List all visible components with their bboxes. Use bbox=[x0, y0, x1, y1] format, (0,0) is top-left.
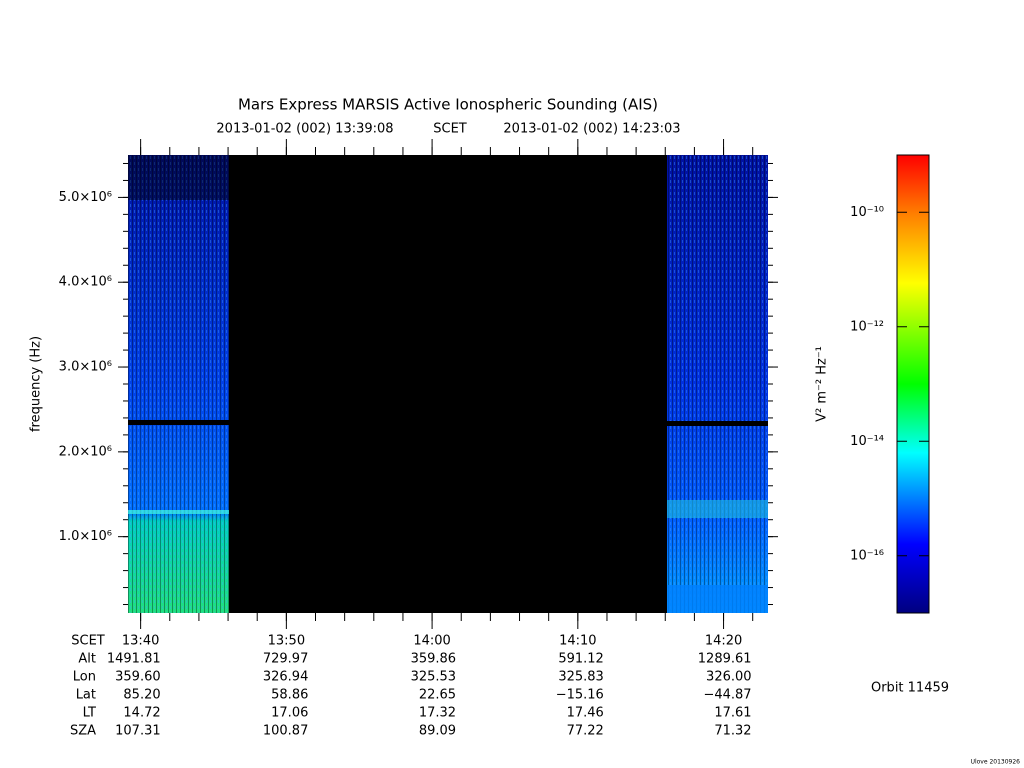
ephemeris-label: Alt bbox=[78, 652, 96, 667]
ephemeris-value: 1491.81 bbox=[107, 652, 161, 667]
ephemeris-value: 107.31 bbox=[115, 724, 161, 739]
y-tick-label: 1.0×10⁶ bbox=[59, 529, 112, 544]
ephemeris-value: 71.32 bbox=[714, 724, 751, 739]
y-tick-label: 4.0×10⁶ bbox=[59, 275, 112, 290]
ephemeris-value: 359.86 bbox=[411, 652, 457, 667]
x-tick-label: 14:10 bbox=[559, 634, 596, 649]
ephemeris-value: 85.20 bbox=[123, 688, 160, 703]
ephemeris-value: 326.94 bbox=[263, 670, 309, 685]
y-tick-label: 3.0×10⁶ bbox=[59, 360, 112, 375]
orbit-label: Orbit 11459 bbox=[871, 681, 949, 696]
y-tick-label: 2.0×10⁶ bbox=[59, 444, 112, 459]
x-tick-label: 13:40 bbox=[122, 634, 159, 649]
ephemeris-value: 729.97 bbox=[263, 652, 309, 667]
ephemeris-value: 14.72 bbox=[123, 706, 160, 721]
ephemeris-label: SZA bbox=[70, 724, 96, 739]
ephemeris-value: 17.46 bbox=[567, 706, 604, 721]
ephemeris-value: 22.65 bbox=[419, 688, 456, 703]
colorbar-tick-label: 10⁻¹⁴ bbox=[850, 434, 884, 449]
ephemeris-value: 325.83 bbox=[558, 670, 604, 685]
ephemeris-value: 58.86 bbox=[271, 688, 308, 703]
ephemeris-value: 17.32 bbox=[419, 706, 456, 721]
ephemeris-label: Lat bbox=[76, 688, 96, 703]
ephemeris-label: LT bbox=[83, 706, 96, 721]
ephemeris-value: 17.06 bbox=[271, 706, 308, 721]
spectrum-band bbox=[667, 500, 768, 518]
ephemeris-label: SCET bbox=[71, 634, 105, 649]
ephemeris-value: 17.61 bbox=[714, 706, 751, 721]
spectrum-texture bbox=[128, 155, 229, 613]
colorbar-tick-label: 10⁻¹⁶ bbox=[850, 548, 884, 563]
colorbar-label: V² m⁻² Hz⁻¹ bbox=[815, 346, 830, 422]
start-time: 2013-01-02 (002) 13:39:08 bbox=[216, 122, 393, 137]
colorbar bbox=[896, 154, 930, 614]
ephemeris-value: 359.60 bbox=[115, 670, 161, 685]
ephemeris-value: 100.87 bbox=[263, 724, 309, 739]
spectrum-band bbox=[128, 510, 229, 514]
ephemeris-value: 77.22 bbox=[567, 724, 604, 739]
time-system: SCET bbox=[433, 122, 467, 137]
colorbar-tick-label: 10⁻¹² bbox=[850, 319, 884, 334]
x-tick-label: 14:20 bbox=[705, 634, 742, 649]
spectrum-texture bbox=[667, 155, 768, 613]
ephemeris-value: 591.12 bbox=[558, 652, 604, 667]
chart-title: Mars Express MARSIS Active Ionospheric S… bbox=[238, 96, 658, 114]
spectrum-gap bbox=[667, 421, 768, 426]
x-tick-label: 13:50 bbox=[268, 634, 305, 649]
y-tick-label: 5.0×10⁶ bbox=[59, 190, 112, 205]
ephemeris-value: 1289.61 bbox=[698, 652, 752, 667]
ephemeris-label: Lon bbox=[73, 670, 96, 685]
y-axis-label: frequency (Hz) bbox=[29, 336, 44, 432]
ephemeris-value: 326.00 bbox=[706, 670, 752, 685]
x-tick-label: 14:00 bbox=[413, 634, 450, 649]
colorbar-tick-label: 10⁻¹⁰ bbox=[850, 205, 884, 220]
version-label: Ulove 20130926 bbox=[971, 759, 1021, 766]
spectrogram bbox=[128, 155, 768, 613]
spectrum-band bbox=[667, 585, 768, 613]
ephemeris-value: 325.53 bbox=[411, 670, 457, 685]
plot-background bbox=[128, 155, 768, 613]
spectrum-gap bbox=[128, 420, 229, 425]
ephemeris-value: −15.16 bbox=[556, 688, 604, 703]
ephemeris-value: −44.87 bbox=[703, 688, 751, 703]
end-time: 2013-01-02 (002) 14:23:03 bbox=[503, 122, 680, 137]
ephemeris-value: 89.09 bbox=[419, 724, 456, 739]
spectrum-dark bbox=[128, 155, 229, 200]
